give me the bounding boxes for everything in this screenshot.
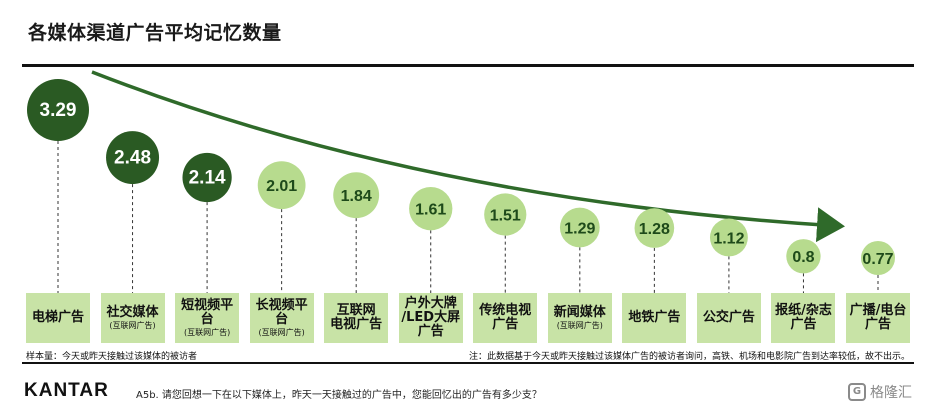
category-box: 报纸/杂志 广告 (771, 293, 836, 343)
value-bubble (333, 172, 380, 219)
value-label: 2.14 (189, 168, 226, 189)
category-sublabel: (互联网广告) (258, 327, 305, 337)
category-box: 户外大牌 /LED大屏 广告 (398, 293, 463, 343)
category-sublabel: (互联网广告) (556, 320, 603, 330)
kantar-logo: KANTAR (24, 380, 109, 401)
value-bubble (409, 187, 453, 231)
category-box: 新闻媒体 (互联网广告) (547, 293, 612, 343)
value-label: 0.77 (862, 251, 893, 268)
bottom-divider (22, 362, 914, 364)
category-box: 传统电视 广告 (473, 293, 538, 343)
category-label: 广播/电台 广告 (849, 303, 907, 332)
value-bubble (27, 79, 89, 141)
trend-arrow (91, 70, 845, 243)
category-label: 互联网 电视广告 (330, 303, 383, 332)
category-label: 户外大牌 /LED大屏 广告 (401, 296, 461, 339)
watermark-text: 格隆汇 (870, 385, 912, 401)
category-box: 长视频平台 (互联网广告) (249, 293, 314, 343)
category-box: 互联网 电视广告 (324, 293, 389, 343)
value-bubble (634, 208, 675, 248)
value-bubble (709, 218, 748, 257)
bubble-chart: 3.29 2.48 2.14 2.01 1.84 1.61 1.51 1.29 1.28 1.12… (27, 70, 895, 293)
category-label: 社交媒体 (106, 304, 159, 320)
category-label: 电梯广告 (31, 310, 84, 325)
category-label: 公交广告 (702, 310, 755, 325)
value-label: 3.29 (40, 100, 77, 121)
value-bubble (861, 241, 895, 275)
value-label: 1.51 (490, 208, 521, 225)
category-box: 地铁广告 (622, 293, 687, 343)
category-box: 社交媒体 (互联网广告) (100, 293, 165, 343)
sample-note: 样本量：今天或昨天接触过该媒体的被访者 (26, 352, 198, 362)
category-box: 短视频平台 (互联网广告) (175, 293, 240, 343)
page-title: 各媒体渠道广告平均记忆数量 (28, 22, 282, 44)
value-label: 2.01 (266, 178, 297, 195)
value-bubble (257, 161, 306, 210)
value-label: 2.48 (114, 148, 151, 169)
category-sublabel: (互联网广告) (109, 320, 156, 330)
category-box: 电梯广告 (26, 293, 90, 343)
watermark-icon: G (848, 383, 866, 401)
data-note: 注：此数据基于今天或昨天接触过该媒体广告的被访者询问，高铁、机场和电影院广告到达… (468, 352, 910, 362)
value-label: 1.28 (639, 221, 670, 238)
category-label: 传统电视 广告 (479, 303, 532, 332)
category-box: 广播/电台 广告 (846, 293, 910, 343)
category-label: 地铁广告 (628, 310, 681, 325)
survey-question: A5b. 请您回想一下在以下媒体上，昨天一天接触过的广告中，您能回忆出的广告有多… (136, 390, 542, 401)
category-label: 新闻媒体 (553, 304, 606, 320)
watermark: G 格隆汇 (848, 382, 912, 402)
category-label: 报纸/杂志 广告 (775, 303, 832, 332)
top-divider (22, 64, 914, 67)
value-bubble (106, 131, 160, 185)
category-box: 公交广告 (696, 293, 761, 343)
value-label: 1.29 (564, 220, 595, 237)
value-bubble (182, 152, 232, 203)
value-label: 1.12 (713, 230, 744, 247)
value-label: 1.61 (415, 202, 446, 219)
category-label: 长视频平台 (255, 297, 308, 327)
value-label: 1.84 (341, 188, 372, 205)
value-bubble (786, 239, 821, 274)
category-label: 短视频平台 (181, 297, 234, 327)
value-label: 0.8 (792, 249, 814, 266)
value-bubble (559, 207, 600, 248)
value-bubble (484, 193, 527, 236)
category-sublabel: (互联网广告) (183, 327, 231, 337)
